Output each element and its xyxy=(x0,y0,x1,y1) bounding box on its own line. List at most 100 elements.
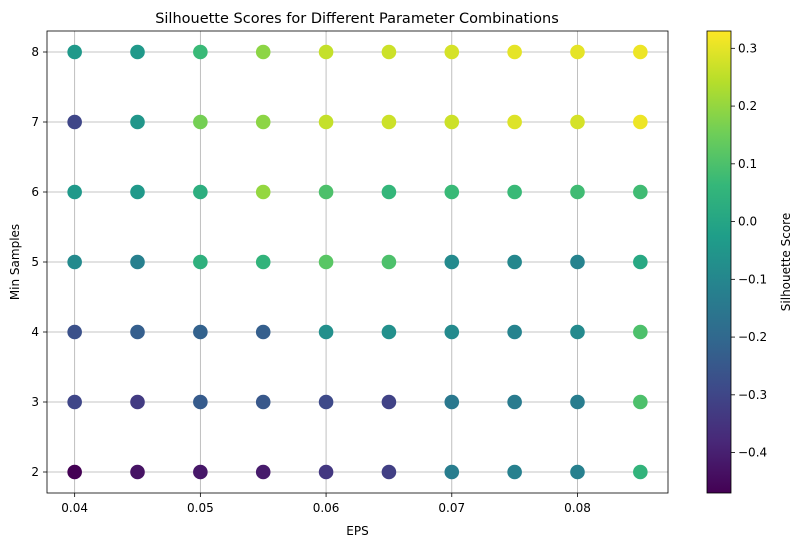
data-point xyxy=(444,254,460,270)
y-tick-label: 2 xyxy=(31,465,39,479)
data-point xyxy=(130,394,145,410)
data-point xyxy=(570,114,585,130)
data-point xyxy=(318,114,334,130)
data-point xyxy=(507,254,522,270)
data-point xyxy=(633,324,648,340)
data-point xyxy=(633,394,648,410)
data-point xyxy=(318,254,334,270)
data-point xyxy=(255,394,271,410)
data-point xyxy=(130,324,145,340)
data-point xyxy=(318,44,334,60)
data-point xyxy=(507,324,522,340)
data-point xyxy=(633,184,648,200)
data-point xyxy=(193,254,208,270)
data-point xyxy=(67,394,82,410)
data-point xyxy=(255,464,271,480)
data-point xyxy=(381,464,397,480)
x-tick-label: 0.07 xyxy=(438,501,465,515)
data-point xyxy=(507,394,522,410)
data-point xyxy=(255,114,271,130)
y-tick-label: 6 xyxy=(31,185,39,199)
data-points xyxy=(67,44,648,480)
data-point xyxy=(507,44,522,60)
data-point xyxy=(444,114,460,130)
data-point xyxy=(67,44,82,60)
y-axis-label: Min Samples xyxy=(8,224,22,300)
x-tick-label: 0.06 xyxy=(313,501,340,515)
data-point xyxy=(255,184,271,200)
data-point xyxy=(381,254,397,270)
data-point xyxy=(381,114,397,130)
data-point xyxy=(381,394,397,410)
data-point xyxy=(507,184,522,200)
x-tick-label: 0.05 xyxy=(187,501,214,515)
data-point xyxy=(193,464,208,480)
colorbar xyxy=(706,30,732,494)
chart-title: Silhouette Scores for Different Paramete… xyxy=(155,11,559,27)
data-point xyxy=(255,44,271,60)
colorbar-tick-label: −0.1 xyxy=(738,272,767,286)
data-point xyxy=(570,44,585,60)
data-point xyxy=(633,464,648,480)
y-tick-label: 4 xyxy=(31,325,39,339)
data-point xyxy=(381,44,397,60)
x-axis-ticks: 0.04 0.05 0.06 0.07 0.08 xyxy=(61,493,591,515)
colorbar-tick-label: 0.3 xyxy=(738,41,757,55)
data-point xyxy=(570,324,585,340)
x-tick-label: 0.04 xyxy=(61,501,88,515)
colorbar-ticks: −0.4 −0.3 −0.2 −0.1 0.0 0.1 0.2 0.3 xyxy=(731,41,767,460)
y-tick-label: 3 xyxy=(31,395,39,409)
data-point xyxy=(633,114,648,130)
y-axis-ticks: 2 3 4 5 6 7 8 xyxy=(31,45,47,479)
data-point xyxy=(633,254,648,270)
y-tick-label: 5 xyxy=(31,255,39,269)
data-point xyxy=(193,184,208,200)
data-point xyxy=(130,184,145,200)
x-axis-label: EPS xyxy=(346,524,368,538)
data-point xyxy=(130,464,145,480)
data-point xyxy=(444,184,460,200)
data-point xyxy=(318,394,334,410)
data-point xyxy=(130,114,145,130)
data-point xyxy=(318,184,334,200)
data-point xyxy=(570,254,585,270)
y-tick-label: 7 xyxy=(31,115,39,129)
colorbar-tick-label: −0.3 xyxy=(738,388,767,402)
data-point xyxy=(67,184,82,200)
data-point xyxy=(193,394,208,410)
data-point xyxy=(67,464,82,480)
data-point xyxy=(507,114,522,130)
data-point xyxy=(570,184,585,200)
colorbar-tick-label: 0.0 xyxy=(738,215,757,229)
data-point xyxy=(570,464,585,480)
data-point xyxy=(130,254,145,270)
data-point xyxy=(318,324,334,340)
data-point xyxy=(444,464,460,480)
colorbar-tick-label: −0.2 xyxy=(738,330,767,344)
colorbar-tick-label: 0.1 xyxy=(738,157,757,171)
data-point xyxy=(67,254,82,270)
data-point xyxy=(255,254,271,270)
data-point xyxy=(444,394,460,410)
y-tick-label: 8 xyxy=(31,45,39,59)
data-point xyxy=(318,464,334,480)
data-point xyxy=(444,324,460,340)
colorbar-tick-label: 0.2 xyxy=(738,99,757,113)
data-point xyxy=(381,184,397,200)
data-point xyxy=(193,114,208,130)
data-point xyxy=(507,464,522,480)
data-point xyxy=(193,44,208,60)
x-tick-label: 0.08 xyxy=(564,501,591,515)
data-point xyxy=(255,324,271,340)
data-point xyxy=(633,44,648,60)
data-point xyxy=(130,44,145,60)
data-point xyxy=(381,324,397,340)
colorbar-tick-label: −0.4 xyxy=(738,446,767,460)
data-point xyxy=(67,324,82,340)
data-point xyxy=(193,324,208,340)
data-point xyxy=(570,394,585,410)
colorbar-label: Silhouette Score xyxy=(779,213,793,311)
data-point xyxy=(67,114,82,130)
data-point xyxy=(444,44,460,60)
